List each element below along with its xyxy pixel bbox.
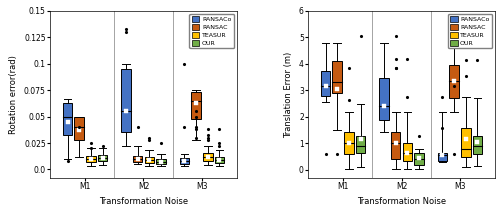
Bar <box>344 132 354 154</box>
Bar <box>214 157 224 163</box>
Bar <box>472 135 482 154</box>
Bar <box>156 159 166 164</box>
Bar <box>98 155 108 161</box>
Y-axis label: Translation Error (m): Translation Error (m) <box>284 51 294 138</box>
Bar <box>356 135 366 153</box>
Bar <box>86 156 96 162</box>
Bar <box>203 153 212 161</box>
Bar <box>144 157 154 163</box>
Legend: RANSACo, RANSAC, TEASUR, OUR: RANSACo, RANSAC, TEASUR, OUR <box>448 14 492 48</box>
Bar <box>332 61 342 93</box>
Bar <box>133 156 142 162</box>
X-axis label: Transformation Noise: Transformation Noise <box>99 197 188 206</box>
Bar <box>180 158 189 164</box>
Bar <box>391 132 400 159</box>
Bar <box>121 69 130 132</box>
Bar <box>192 92 201 119</box>
Bar <box>414 153 424 165</box>
X-axis label: Transformation Noise: Transformation Noise <box>357 197 446 206</box>
Bar <box>450 65 459 98</box>
Bar <box>438 153 447 161</box>
Bar <box>379 79 389 120</box>
Y-axis label: Rotation error(rad): Rotation error(rad) <box>10 55 18 134</box>
Bar <box>461 128 470 157</box>
Bar <box>74 117 84 140</box>
Bar <box>321 71 330 96</box>
Bar <box>402 143 412 161</box>
Bar <box>62 103 72 135</box>
Legend: RANSACo, RANSAC, TEASUR, OUR: RANSACo, RANSAC, TEASUR, OUR <box>190 14 234 48</box>
